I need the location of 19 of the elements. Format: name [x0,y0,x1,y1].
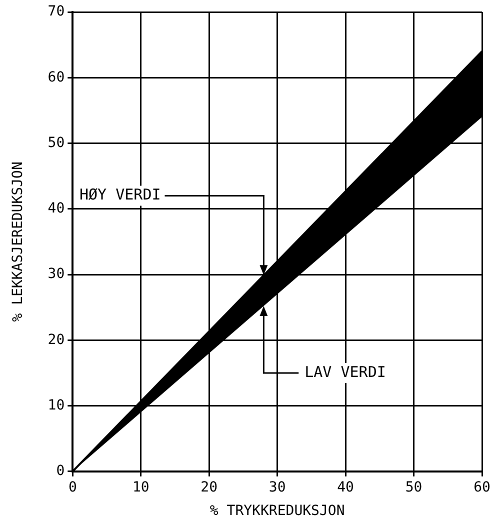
y-tick-label: 0 [56,463,65,480]
y-tick-label: 20 [48,332,65,348]
annotation: LAV VERDI [304,362,386,381]
x-tick-label: 50 [405,479,422,496]
y-tick-label: 50 [48,134,65,151]
y-tick-label: 60 [48,69,65,86]
y-tick-label: 30 [48,266,65,282]
y-tick-label: 10 [48,397,65,414]
y-tick-label: 40 [48,200,65,217]
x-tick-label: 40 [337,479,354,496]
annotation: HØY VERDI [79,186,161,204]
x-tick-label: 0 [68,479,77,496]
x-tick-label: 30 [268,479,286,496]
x-tick-label: 60 [474,479,490,496]
x-tick-label: 20 [200,479,218,496]
x-tick-label: 10 [132,479,150,496]
x-axis-title: % TRYKKREDUKSJON [210,503,345,520]
y-tick-label: 70 [48,4,65,20]
y-axis-title: % LEKKASJEREDUKSJON [10,162,26,322]
